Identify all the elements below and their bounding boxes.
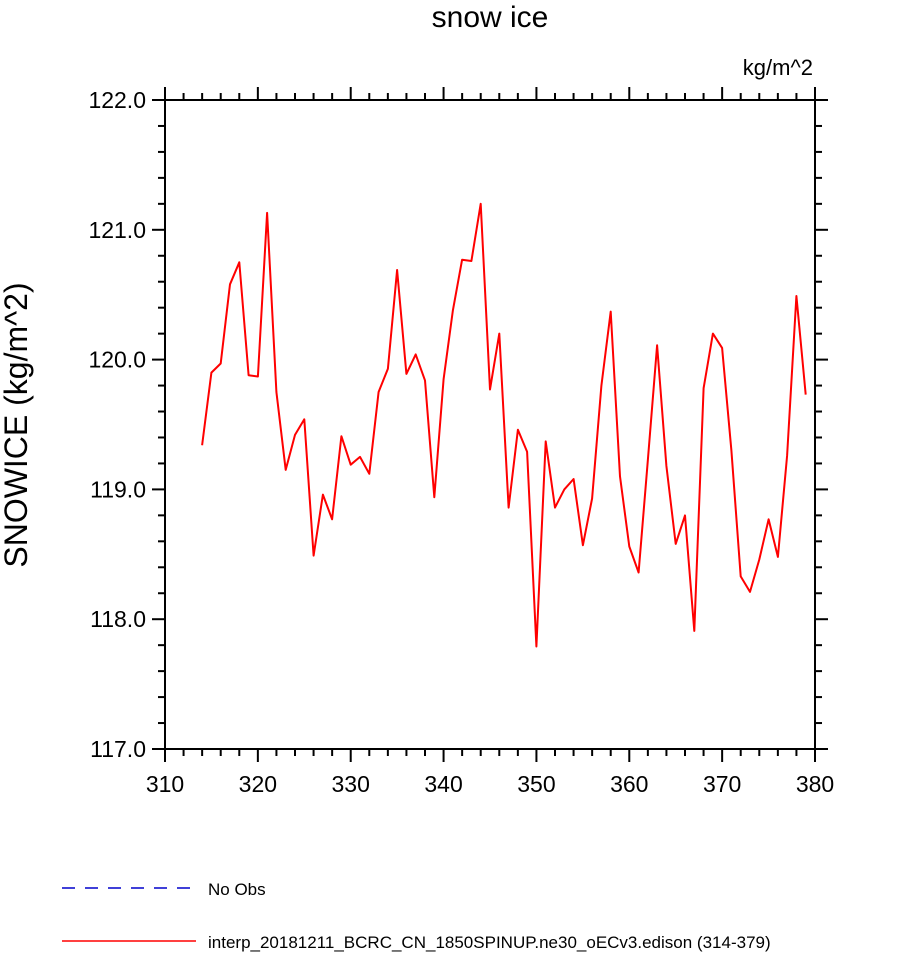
x-tick-label: 340	[424, 771, 462, 797]
x-tick-label: 360	[610, 771, 648, 797]
legend-label-no-obs: No Obs	[208, 880, 266, 899]
y-tick-label: 117.0	[90, 736, 146, 762]
axis-ticks: 310 320 330 340 350 360 370 380 117.0 118.0 119.0 1…	[88, 87, 834, 797]
x-tick-label: 310	[146, 771, 184, 797]
y-tick-label: 119.0	[90, 476, 146, 502]
x-tick-label: 370	[703, 771, 741, 797]
y-tick-label: 122.0	[88, 87, 146, 113]
chart-title: snow ice	[432, 1, 549, 34]
units-label: kg/m^2	[743, 55, 813, 80]
legend-label-model: interp_20181211_BCRC_CN_1850SPINUP.ne30_…	[208, 933, 771, 952]
y-tick-label: 120.0	[88, 347, 146, 373]
series-group	[201, 202, 807, 648]
legend: No Obs interp_20181211_BCRC_CN_1850SPINU…	[62, 880, 771, 952]
y-tick-label: 121.0	[88, 217, 146, 243]
series-line-model	[201, 202, 807, 648]
x-tick-label: 330	[332, 771, 370, 797]
x-tick-label: 380	[796, 771, 834, 797]
x-tick-label: 350	[517, 771, 555, 797]
plot-frame	[164, 99, 816, 750]
y-axis-label: SNOWICE (kg/m^2)	[0, 282, 34, 567]
x-tick-label: 320	[239, 771, 277, 797]
y-tick-label: 118.0	[90, 606, 146, 632]
